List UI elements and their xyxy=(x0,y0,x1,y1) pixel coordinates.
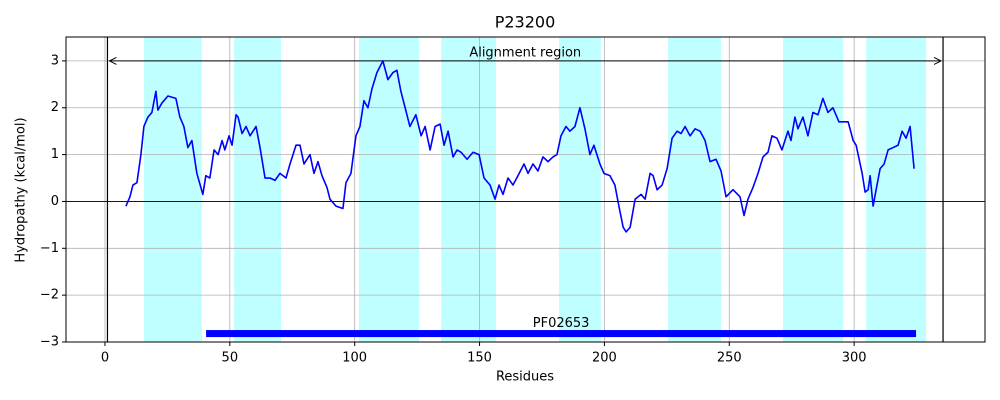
shaded-region xyxy=(668,37,722,342)
x-axis-label: Residues xyxy=(496,370,554,385)
arrow-head xyxy=(933,56,943,65)
shaded-region xyxy=(441,37,497,342)
y-tick-label: 0 xyxy=(51,194,59,209)
y-tick-label: 3 xyxy=(51,53,59,68)
x-tick-label: 300 xyxy=(842,351,867,366)
y-tick-label: 2 xyxy=(51,100,59,115)
x-tick-label: 250 xyxy=(717,351,742,366)
x-tick-label: 200 xyxy=(592,351,617,366)
chart-title: P23200 xyxy=(495,13,556,32)
alignment-label: Alignment region xyxy=(469,45,581,60)
shaded-region xyxy=(358,37,420,342)
y-tick-label: −1 xyxy=(40,241,59,256)
domain-bar xyxy=(206,330,917,338)
x-tick-label: 150 xyxy=(467,351,492,366)
arrow-head xyxy=(108,56,117,65)
y-tick-label: −3 xyxy=(40,335,59,350)
x-tick-label: 50 xyxy=(222,351,239,366)
plot-frame xyxy=(65,36,986,343)
shaded-region xyxy=(143,37,202,342)
y-tick-label: 1 xyxy=(51,147,59,162)
hydropathy-line xyxy=(125,60,915,233)
shaded-region xyxy=(234,37,282,342)
x-tick-label: 100 xyxy=(342,351,367,366)
y-tick-label: −2 xyxy=(40,288,59,303)
shaded-region xyxy=(782,37,844,342)
x-tick-label: 0 xyxy=(101,351,109,366)
shaded-region xyxy=(558,37,601,342)
y-axis-label: Hydropathy (kcal/mol) xyxy=(14,117,29,262)
domain-label: PF02653 xyxy=(533,316,590,331)
shaded-region xyxy=(866,37,927,342)
